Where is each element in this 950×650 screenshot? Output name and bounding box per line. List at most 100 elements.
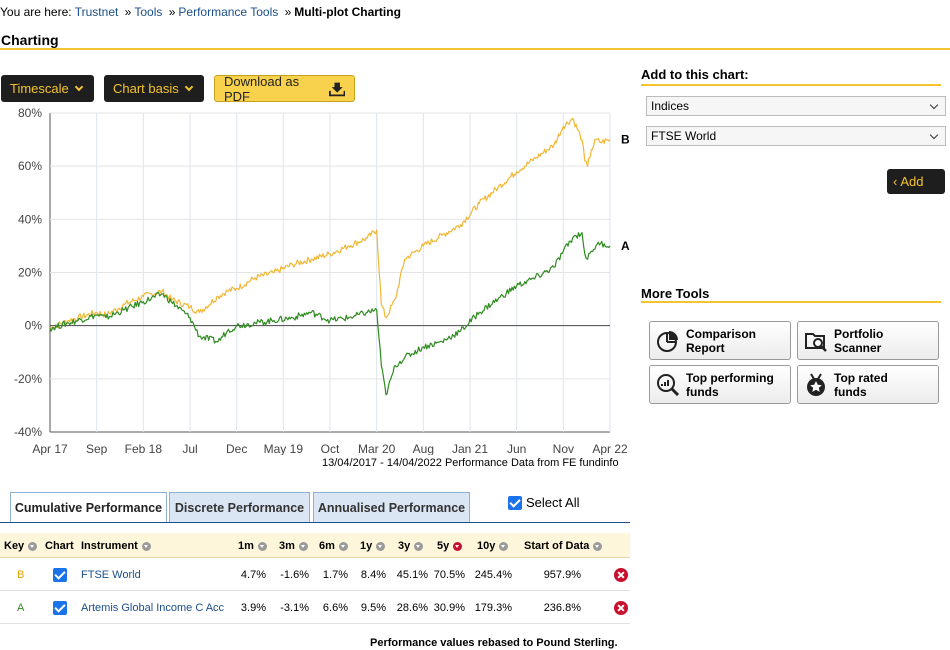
x-tick-label: Feb 18	[125, 442, 163, 455]
checkbox-checked-icon	[508, 495, 522, 510]
column-header-start-of-data[interactable]: Start of Data	[524, 540, 603, 552]
header-label: 1y	[360, 540, 373, 552]
comparison-report-button[interactable]: Comparison Report	[649, 321, 791, 360]
column-header-key[interactable]: Key	[4, 540, 38, 552]
chart-series-labels: BA	[621, 133, 630, 253]
row-key: A	[17, 602, 25, 614]
tab-cumulative-performance[interactable]: Cumulative Performance	[10, 492, 167, 523]
breadcrumb-link-trustnet[interactable]: Trustnet	[74, 5, 119, 19]
tab-discrete-performance[interactable]: Discrete Performance	[169, 492, 310, 523]
sort-icon	[338, 541, 348, 551]
add-button[interactable]: ‹ Add	[887, 169, 945, 194]
cell-3m: -1.6%	[280, 569, 309, 581]
x-tick-label: Oct	[321, 442, 340, 455]
header-label: 6m	[319, 540, 335, 552]
chart-y-ticks: 80% 60% 40% 20% 0% -20% -40%	[14, 106, 42, 439]
header-label: 10y	[477, 540, 496, 552]
column-header-10y[interactable]: 10y	[477, 540, 509, 552]
instrument-select[interactable]: FTSE World	[646, 126, 946, 146]
header-label: 1m	[238, 540, 254, 552]
top-performing-funds-button[interactable]: Top performing funds	[649, 365, 791, 404]
download-pdf-button[interactable]: Download as PDF	[214, 73, 355, 104]
x-tick-label: Sep	[86, 442, 108, 455]
y-tick-label: -20%	[14, 372, 42, 386]
table-row: A Artemis Global Income C Acc 3.9% -3.1%…	[0, 592, 630, 624]
header-label: Instrument	[81, 540, 138, 552]
instrument-link[interactable]: FTSE World	[81, 569, 141, 581]
cell-1y: 8.4%	[360, 569, 386, 581]
sort-icon	[28, 541, 38, 551]
add-to-chart-divider	[641, 84, 941, 86]
timescale-button[interactable]: Timescale	[1, 75, 94, 102]
chart-checkbox[interactable]	[53, 601, 71, 615]
instrument-type-select[interactable]: Indices	[646, 96, 946, 116]
breadcrumb-link-tools[interactable]: Tools	[134, 5, 163, 19]
column-header-3y[interactable]: 3y	[398, 540, 424, 552]
download-pdf-label: Download as PDF	[224, 73, 300, 104]
portfolio-scanner-button[interactable]: Portfolio Scanner	[797, 321, 939, 360]
column-header-1y[interactable]: 1y	[360, 540, 386, 552]
y-tick-label: 60%	[18, 159, 42, 173]
breadcrumb-link-performance-tools[interactable]: Performance Tools	[178, 5, 279, 19]
header-label: 3y	[398, 540, 411, 552]
chart-x-ticks: Apr 17 Sep Feb 18 Jul Dec May 19 Oct Mar 20 Aug J…	[32, 442, 628, 455]
sort-icon	[257, 541, 267, 551]
y-tick-label: 20%	[18, 266, 42, 280]
tool-label: Portfolio Scanner	[834, 326, 884, 355]
breadcrumb: You are here: Trustnet » Tools » Performan…	[0, 5, 401, 19]
pie-chart-icon	[657, 330, 678, 352]
header-label: 3m	[279, 540, 295, 552]
series-label-b: B	[621, 133, 630, 147]
checkbox-checked-icon	[53, 568, 67, 582]
page-title: Charting	[1, 32, 59, 48]
sort-icon	[298, 541, 308, 551]
x-tick-label: Apr 17	[32, 442, 68, 455]
more-tools-title: More Tools	[641, 286, 710, 301]
footnote: Performance values rebased to Pound Ster…	[370, 637, 618, 649]
x-tick-label: May 19	[264, 442, 304, 455]
header-label: Key	[4, 540, 25, 552]
cell-1m: 3.9%	[240, 602, 266, 614]
checkbox-checked-icon	[53, 601, 67, 615]
column-header-3m[interactable]: 3m	[279, 540, 308, 552]
cell-1y: 9.5%	[360, 602, 386, 614]
breadcrumb-prefix: You are here:	[0, 5, 72, 19]
title-divider	[0, 48, 950, 50]
tool-label: Top rated funds	[834, 370, 888, 399]
header-label: Chart	[45, 540, 74, 552]
remove-icon[interactable]	[614, 568, 628, 582]
instrument-value: FTSE World	[651, 129, 717, 143]
instrument-type-value: Indices	[651, 99, 690, 113]
row-key: B	[17, 569, 25, 581]
x-tick-label: Nov	[553, 442, 574, 455]
series-label-a: A	[621, 239, 630, 253]
column-header-chart[interactable]: Chart	[45, 540, 74, 552]
y-tick-label: 0%	[25, 319, 43, 333]
timescale-label: Timescale	[10, 81, 69, 96]
chevron-down-icon	[184, 82, 193, 91]
download-icon	[328, 82, 345, 96]
top-rated-funds-button[interactable]: Top rated funds	[797, 365, 939, 404]
column-header-instrument[interactable]: Instrument	[81, 540, 151, 552]
select-all-label: Select All	[526, 495, 580, 510]
cell-3m: -3.1%	[280, 602, 309, 614]
y-tick-label: 80%	[18, 106, 42, 120]
breadcrumb-separator: »	[168, 5, 176, 19]
remove-icon[interactable]	[614, 601, 628, 615]
chevron-left-icon: ‹	[893, 174, 898, 189]
chart-basis-label: Chart basis	[113, 81, 179, 96]
tab-annualised-performance[interactable]: Annualised Performance	[313, 492, 470, 523]
column-header-5y[interactable]: 5y	[437, 540, 463, 552]
tabs-divider	[0, 522, 630, 523]
column-header-1m[interactable]: 1m	[238, 540, 267, 552]
column-header-6m[interactable]: 6m	[319, 540, 348, 552]
instrument-link[interactable]: Artemis Global Income C Acc	[81, 602, 225, 614]
select-all-checkbox[interactable]: Select All	[508, 495, 579, 510]
cell-10y: 245.4%	[474, 569, 512, 581]
chevron-down-icon	[74, 82, 84, 91]
chart-checkbox[interactable]	[53, 568, 71, 582]
sort-icon	[376, 541, 386, 551]
cell-3y: 28.6%	[396, 602, 428, 614]
cell-3y: 45.1%	[396, 569, 428, 581]
chart-basis-button[interactable]: Chart basis	[104, 75, 204, 102]
